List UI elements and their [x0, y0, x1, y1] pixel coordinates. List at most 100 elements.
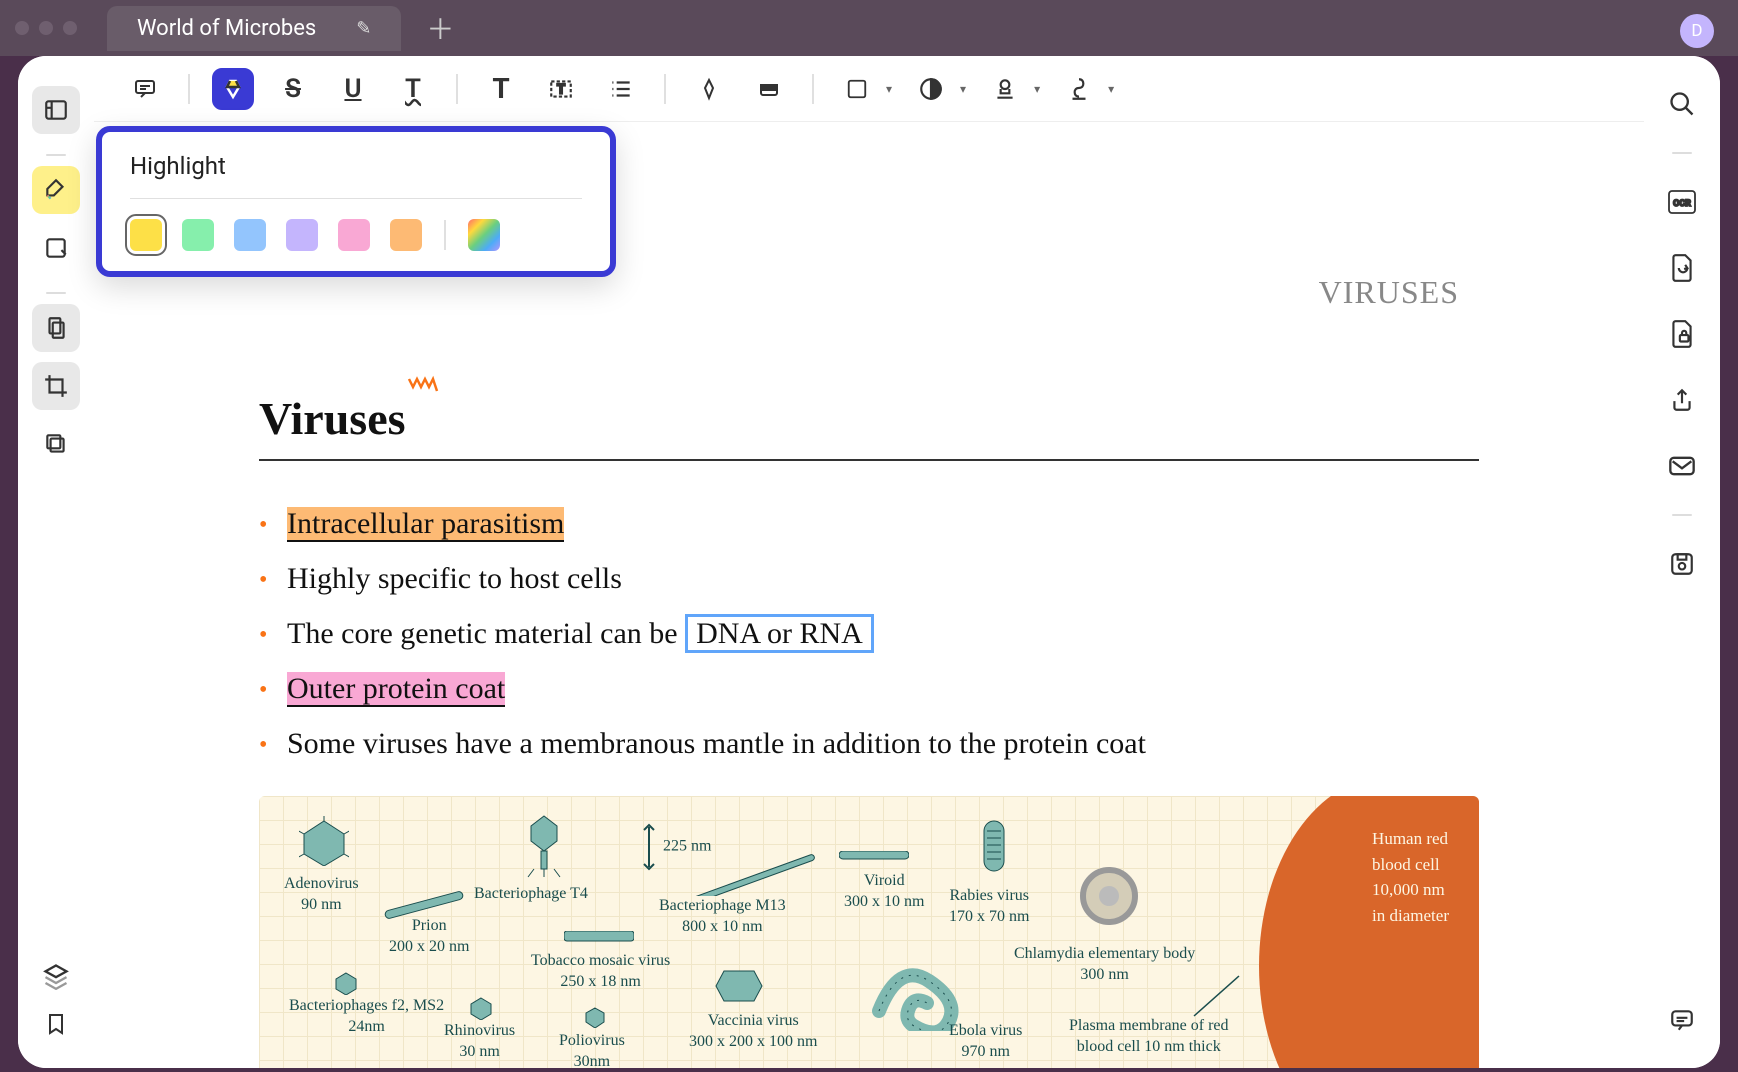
bookmark-icon[interactable]	[44, 1010, 68, 1038]
sidebar-divider	[46, 292, 66, 294]
small-phage-shape	[334, 971, 358, 995]
save-icon[interactable]	[1664, 546, 1700, 582]
avatar-initial: D	[1691, 21, 1702, 41]
bullet-item: Intracellular parasitism	[259, 501, 1479, 546]
stack-tool[interactable]	[32, 420, 80, 468]
page-header-label: VIRUSES	[1319, 274, 1459, 311]
popup-title: Highlight	[130, 152, 582, 180]
custom-color-swatch[interactable]	[468, 219, 500, 251]
text-style-button[interactable]: T	[480, 68, 522, 110]
highlight-popup: Highlight	[96, 126, 616, 277]
bullet-item: Some viruses have a membranous mantle in…	[259, 721, 1479, 766]
layers-icon[interactable]	[42, 962, 70, 990]
bacteriophage-t4-label: Bacteriophage T4	[474, 884, 588, 905]
lock-page-icon[interactable]	[1664, 316, 1700, 352]
highlight-button[interactable]	[212, 68, 254, 110]
copy-tool[interactable]	[32, 304, 80, 352]
svg-text:OCR: OCR	[1673, 199, 1691, 209]
underline-button[interactable]: U	[332, 68, 374, 110]
vaccinia-label: Vaccinia virus300 x 200 x 100 nm	[689, 1011, 817, 1053]
poliovirus-label: Poliovirus30nm	[559, 1031, 625, 1068]
close-window-button[interactable]	[15, 21, 29, 35]
color-swatch[interactable]	[182, 219, 214, 251]
eraser-button[interactable]	[748, 68, 790, 110]
small-phage-label: Bacteriophages f2, MS224nm	[289, 996, 444, 1038]
adenovirus-shape	[299, 816, 349, 866]
user-avatar[interactable]: D	[1680, 14, 1714, 48]
toolbar-divider	[812, 74, 814, 104]
viroid-label: Viroid300 x 10 nm	[844, 871, 924, 913]
opacity-dropdown-caret[interactable]: ▾	[960, 82, 966, 96]
crop-tool[interactable]	[32, 362, 80, 410]
opacity-button[interactable]	[910, 68, 952, 110]
color-swatch[interactable]	[286, 219, 318, 251]
mail-icon[interactable]	[1664, 448, 1700, 484]
signature-dropdown-caret[interactable]: ▾	[1108, 82, 1114, 96]
tab-title: World of Microbes	[137, 16, 316, 41]
new-tab-button[interactable]: ＋	[426, 8, 454, 48]
color-swatch[interactable]	[390, 219, 422, 251]
toolbar-divider	[664, 74, 666, 104]
prion-label: Prion200 x 20 nm	[389, 916, 469, 958]
minimize-window-button[interactable]	[39, 21, 53, 35]
signature-button[interactable]	[1058, 68, 1100, 110]
title-text: Viruses	[259, 393, 406, 444]
vaccinia-shape	[714, 966, 764, 1006]
toolbar-divider	[188, 74, 190, 104]
viroid-shape	[839, 851, 909, 861]
virus-diagram: Human red blood cell 10,000 nm in diamet…	[259, 796, 1479, 1068]
squiggle-annotation	[404, 374, 444, 414]
highlighter-tool[interactable]	[32, 166, 80, 214]
bullet-text: The core genetic material can be	[287, 617, 678, 650]
rabies-label: Rabies virus170 x 70 nm	[949, 886, 1029, 928]
swatch-divider	[444, 220, 446, 250]
boxed-text: DNA or RNA	[685, 614, 874, 653]
tmv-label: Tobacco mosaic virus250 x 18 nm	[531, 951, 670, 993]
bacteriophage-t4-shape	[519, 811, 569, 881]
sidebar-divider	[1672, 152, 1692, 154]
bullet-item: Highly specific to host cells	[259, 556, 1479, 601]
stamp-button[interactable]	[984, 68, 1026, 110]
share-icon[interactable]	[1664, 382, 1700, 418]
stamp-dropdown-caret[interactable]: ▾	[1034, 82, 1040, 96]
window-controls	[15, 21, 77, 35]
m13-shape	[654, 826, 824, 896]
bullet-item: The core genetic material can be DNA or …	[259, 611, 1479, 656]
highlighted-text-orange: Intracellular parasitism	[287, 507, 564, 542]
color-swatch[interactable]	[338, 219, 370, 251]
color-swatch[interactable]	[130, 219, 162, 251]
membrane-label: Plasma membrane of red blood cell 10 nm …	[1069, 1016, 1229, 1058]
color-swatch-row	[130, 219, 582, 251]
format-toolbar: S U T T T	[94, 56, 1644, 122]
document-tab[interactable]: World of Microbes ✎	[107, 6, 401, 51]
shape-button[interactable]	[836, 68, 878, 110]
note-tool[interactable]	[32, 224, 80, 272]
ocr-icon[interactable]: OCR	[1664, 184, 1700, 220]
chat-icon[interactable]	[1664, 1002, 1700, 1038]
chlamydia-label: Chlamydia elementary body300 nm	[1014, 944, 1195, 986]
bullet-list: Intracellular parasitism Highly specific…	[259, 501, 1479, 766]
color-swatch[interactable]	[234, 219, 266, 251]
text-box-button[interactable]: T	[540, 68, 582, 110]
poliovirus-shape	[584, 1006, 606, 1028]
blood-cell-label: Human red blood cell 10,000 nm in diamet…	[1372, 826, 1449, 928]
edit-tab-icon[interactable]: ✎	[356, 18, 371, 39]
strikethrough-button[interactable]: S	[272, 68, 314, 110]
rhinovirus-label: Rhinovirus30 nm	[444, 1021, 515, 1063]
library-tool[interactable]	[32, 86, 80, 134]
titlebar: World of Microbes ✎ ＋	[0, 0, 1738, 56]
squiggly-underline-button[interactable]: T	[392, 68, 434, 110]
document-page: VIRUSES Viruses Intracellular parasitism…	[179, 202, 1559, 1068]
pen-button[interactable]	[688, 68, 730, 110]
sidebar-divider	[1672, 514, 1692, 516]
shape-dropdown-caret[interactable]: ▾	[886, 82, 892, 96]
maximize-window-button[interactable]	[63, 21, 77, 35]
comment-button[interactable]	[124, 68, 166, 110]
page-title: Viruses	[259, 392, 406, 445]
popup-divider	[130, 198, 582, 199]
list-button[interactable]	[600, 68, 642, 110]
search-icon[interactable]	[1664, 86, 1700, 122]
tmv-shape	[564, 931, 634, 943]
refresh-page-icon[interactable]	[1664, 250, 1700, 286]
bullet-item: Outer protein coat	[259, 666, 1479, 711]
